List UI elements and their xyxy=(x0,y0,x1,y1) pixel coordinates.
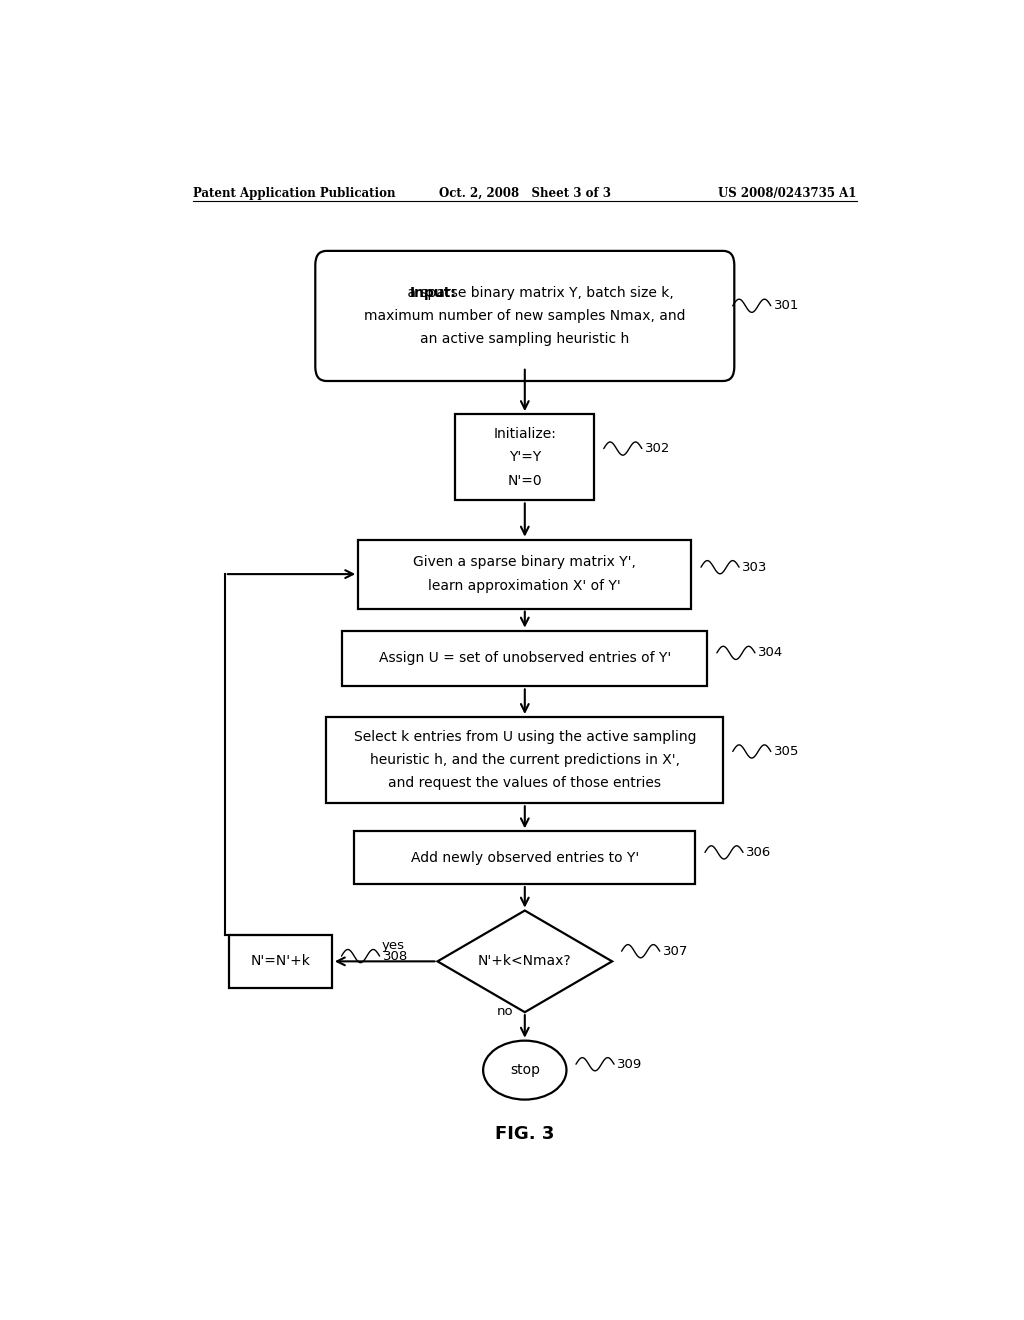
Text: Patent Application Publication: Patent Application Publication xyxy=(194,187,395,199)
Text: no: no xyxy=(497,1005,513,1018)
Text: stop: stop xyxy=(510,1063,540,1077)
Text: Initialize:: Initialize: xyxy=(494,426,556,441)
Text: 305: 305 xyxy=(774,744,800,758)
Text: heuristic h, and the current predictions in X',: heuristic h, and the current predictions… xyxy=(370,754,680,767)
Text: an active sampling heuristic h: an active sampling heuristic h xyxy=(420,333,630,346)
Ellipse shape xyxy=(483,1040,566,1100)
Text: Oct. 2, 2008   Sheet 3 of 3: Oct. 2, 2008 Sheet 3 of 3 xyxy=(439,187,610,199)
Text: FIG. 3: FIG. 3 xyxy=(496,1125,554,1143)
Bar xyxy=(342,631,708,686)
Text: N'=0: N'=0 xyxy=(508,474,542,487)
Text: Assign U = set of unobserved entries of Y': Assign U = set of unobserved entries of … xyxy=(379,652,671,665)
Text: learn approximation X' of Y': learn approximation X' of Y' xyxy=(428,578,622,593)
Text: 302: 302 xyxy=(645,442,671,455)
Text: 308: 308 xyxy=(383,949,408,962)
Text: maximum number of new samples Nmax, and: maximum number of new samples Nmax, and xyxy=(365,309,685,323)
Text: yes: yes xyxy=(381,939,404,952)
Text: a sparse binary matrix Y, batch size k,: a sparse binary matrix Y, batch size k, xyxy=(403,285,674,300)
Text: Y'=Y: Y'=Y xyxy=(509,450,541,465)
Bar xyxy=(327,717,723,804)
Text: 304: 304 xyxy=(758,647,783,660)
FancyBboxPatch shape xyxy=(315,251,734,381)
Text: Add newly observed entries to Y': Add newly observed entries to Y' xyxy=(411,850,639,865)
Text: N'=N'+k: N'=N'+k xyxy=(251,954,310,969)
Bar xyxy=(228,935,332,987)
Polygon shape xyxy=(437,911,612,1012)
Bar xyxy=(358,540,691,609)
Text: 301: 301 xyxy=(774,300,800,313)
Text: 309: 309 xyxy=(617,1057,642,1071)
Bar xyxy=(354,832,695,884)
Text: Given a sparse binary matrix Y',: Given a sparse binary matrix Y', xyxy=(414,556,636,569)
Text: 307: 307 xyxy=(663,945,688,958)
Text: Select k entries from U using the active sampling: Select k entries from U using the active… xyxy=(353,730,696,743)
Bar xyxy=(456,414,594,500)
Text: N'+k<Nmax?: N'+k<Nmax? xyxy=(478,954,571,969)
Text: Input:: Input: xyxy=(410,285,456,300)
Text: US 2008/0243735 A1: US 2008/0243735 A1 xyxy=(718,187,856,199)
Text: 306: 306 xyxy=(746,846,771,859)
Text: 303: 303 xyxy=(742,561,768,574)
Text: and request the values of those entries: and request the values of those entries xyxy=(388,776,662,791)
